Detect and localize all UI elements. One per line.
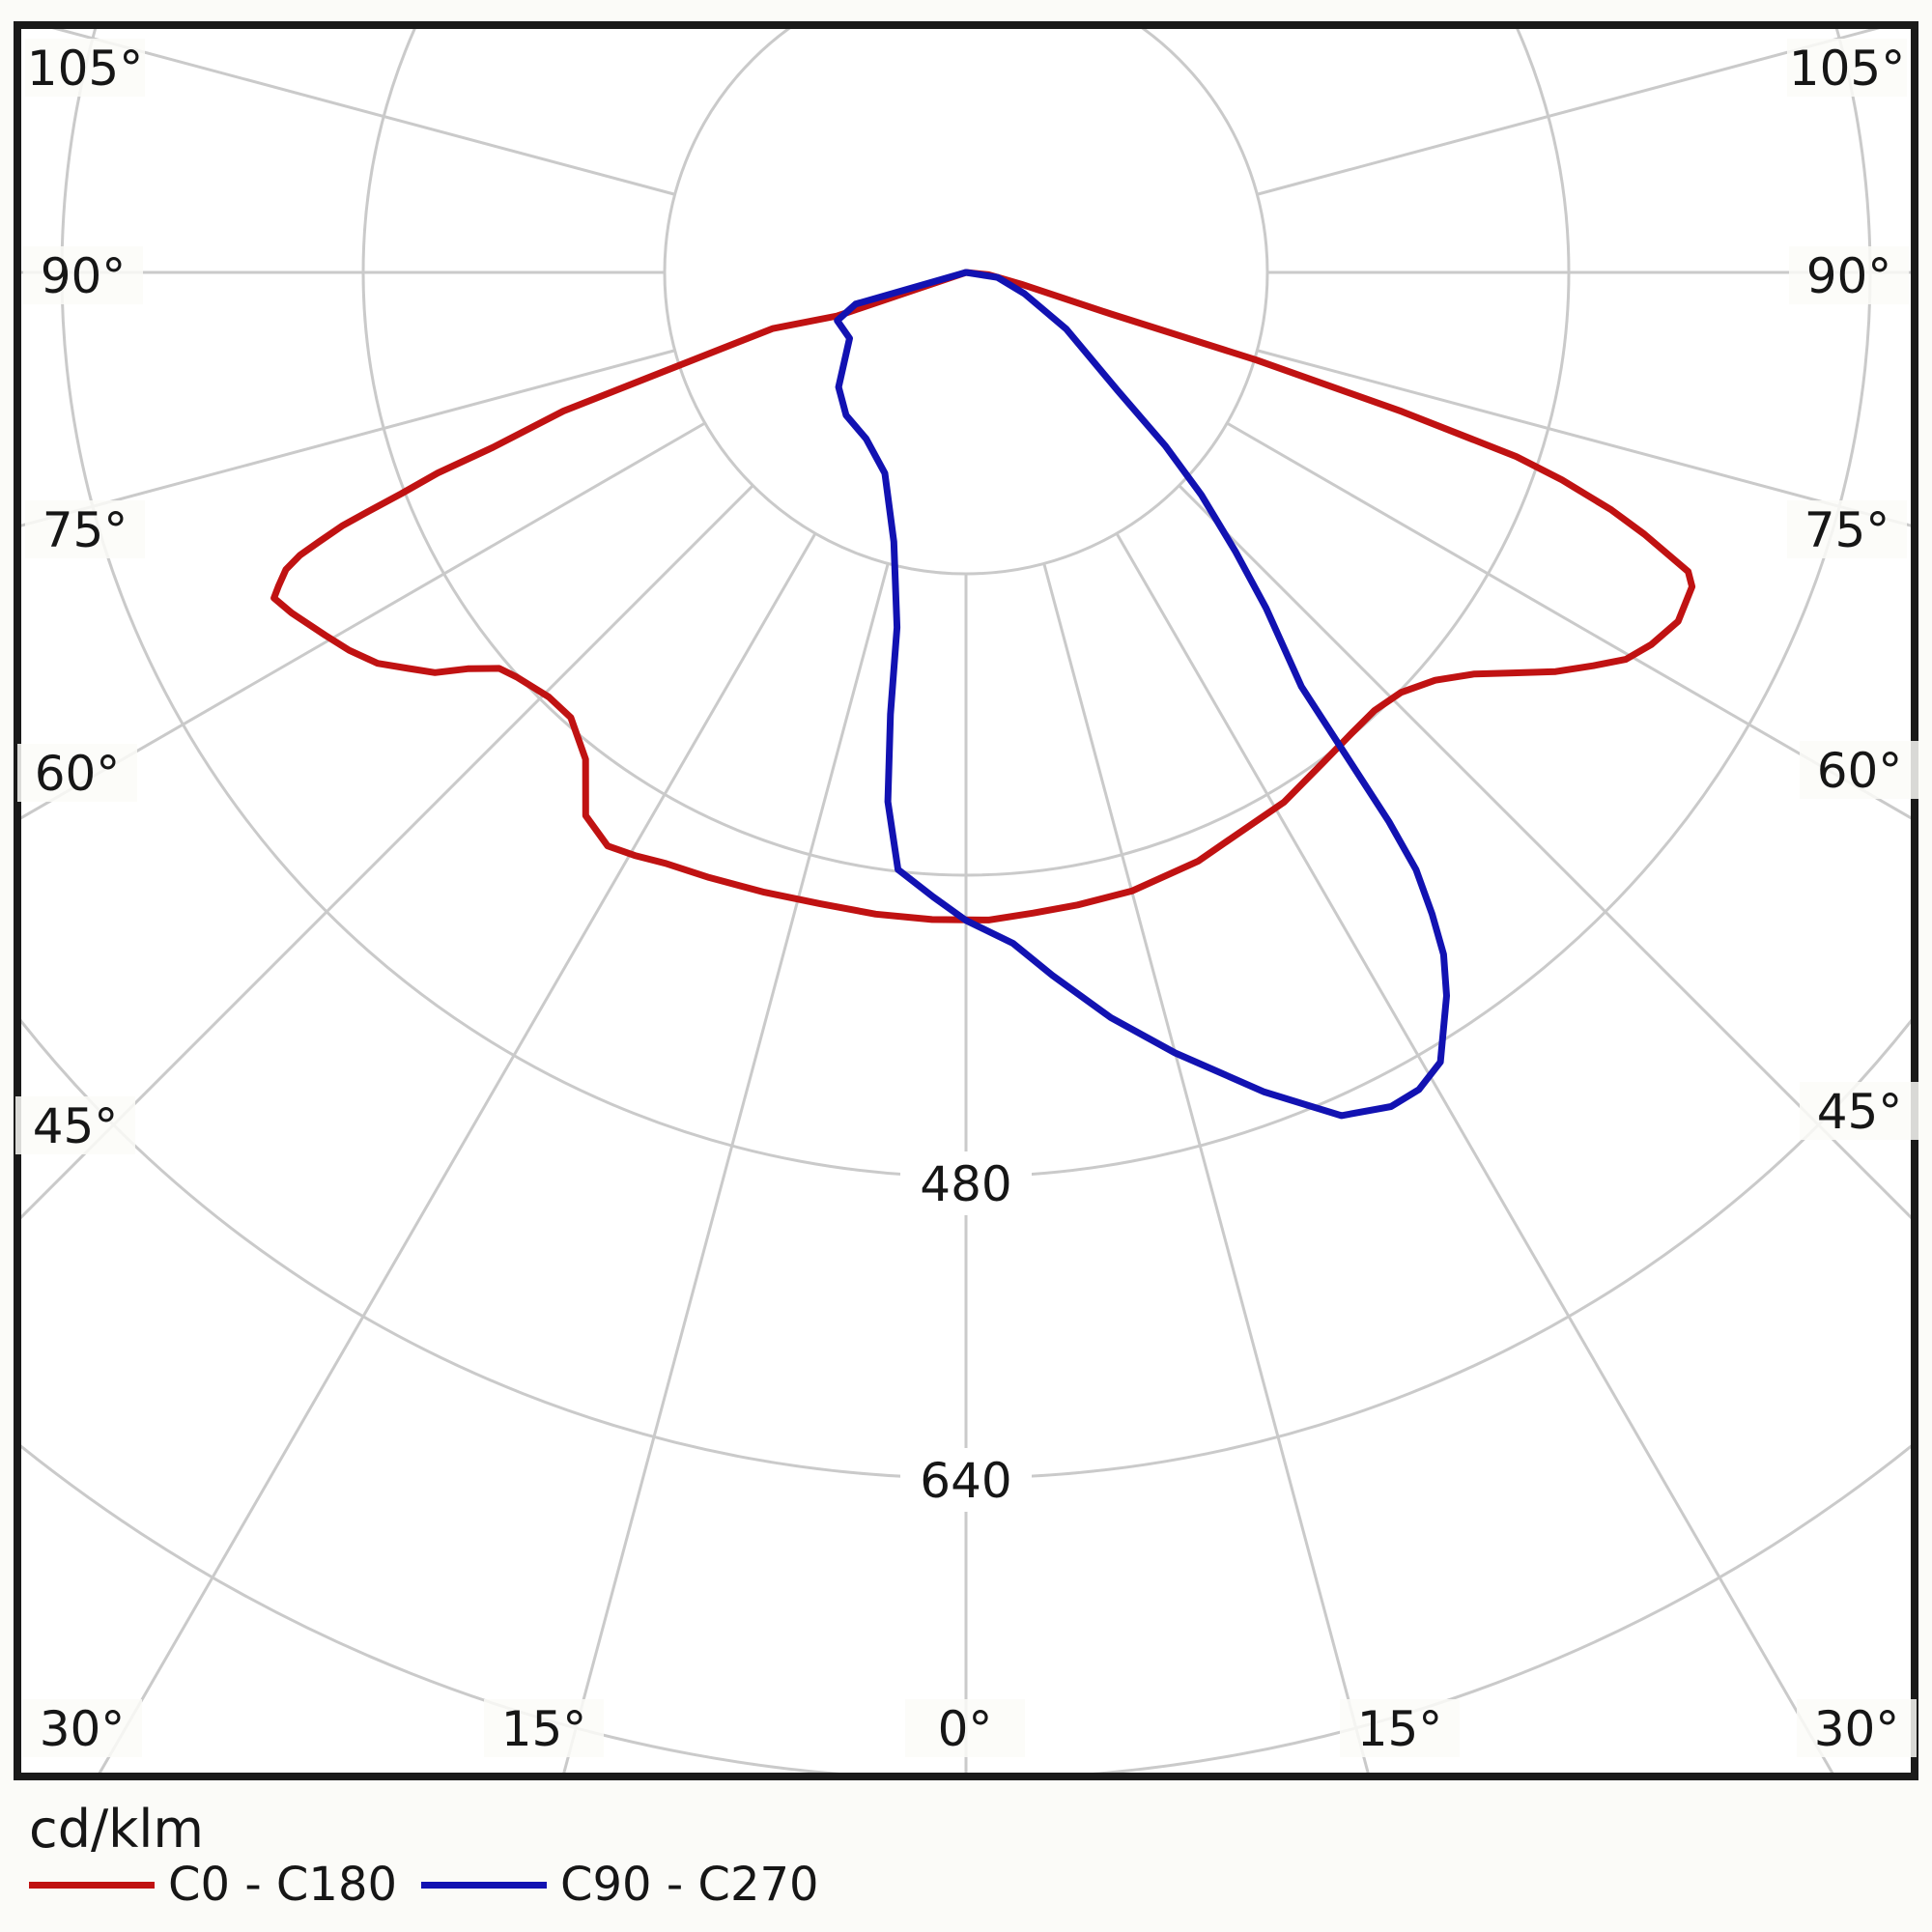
legend-item-c0-c180: C0 - C180	[29, 1851, 397, 1918]
angle-label-chip	[1787, 39, 1907, 97]
angle-label-chip	[23, 246, 143, 304]
angle-label-chip	[17, 744, 137, 802]
grid-angle-line-75	[1256, 349, 1911, 527]
grid-angle-line--75	[21, 349, 676, 527]
angle-label-chip	[905, 1699, 1025, 1757]
grid-angle-line-30	[1115, 532, 1834, 1773]
angle-label-6-15°: 15°	[501, 1701, 587, 1757]
angle-label-3-60°: 60°	[35, 746, 121, 802]
grid-angle-line-45	[1178, 484, 1911, 1220]
grid-angle-line-15	[1042, 562, 1370, 1773]
legend-label-c90-c270: C90 - C270	[560, 1858, 819, 1912]
angle-label-1-90°: 90°	[41, 248, 127, 304]
grid-angle-line--15	[562, 562, 890, 1773]
series-curves	[270, 269, 1696, 1120]
angle-label-13-90°: 90°	[1806, 248, 1892, 304]
legend: C0 - C180 C90 - C270	[29, 1851, 1188, 1918]
angle-label-14-105°: 105°	[1789, 41, 1905, 97]
angle-label-10-45°: 45°	[1817, 1084, 1903, 1140]
legend-label-c0-c180: C0 - C180	[168, 1858, 398, 1912]
angle-label-chip	[1340, 1699, 1460, 1757]
legend-line-red-swatch	[29, 1881, 155, 1889]
ring-label-480: 480	[920, 1156, 1011, 1212]
grid-angle-line--60	[21, 421, 706, 820]
angle-label-5-30°: 30°	[40, 1701, 126, 1757]
legend-line-blue-swatch	[421, 1881, 547, 1889]
angle-label-chip	[1789, 246, 1909, 304]
angle-label-chip	[1800, 1082, 1919, 1140]
grid-angle-line-105	[1256, 29, 1881, 196]
angle-label-7-0°: 0°	[938, 1701, 993, 1757]
angle-label-chip	[1787, 500, 1907, 558]
angle-label-chip	[22, 1699, 142, 1757]
angle-label-12-75°: 75°	[1804, 502, 1890, 558]
curve-c0-c180	[270, 269, 1696, 923]
angle-label-4-45°: 45°	[33, 1098, 119, 1154]
angle-label-chip	[484, 1699, 604, 1757]
angle-label-chip	[15, 1096, 135, 1154]
angle-label-chip	[1800, 741, 1919, 799]
angle-label-8-15°: 15°	[1357, 1701, 1443, 1757]
units-label: cd/klm	[29, 1799, 205, 1860]
legend-item-c90-c270: C90 - C270	[421, 1851, 819, 1918]
grid-angle-line-60	[1226, 421, 1911, 820]
grid-angle-line--45	[21, 484, 754, 1220]
angle-label-chip	[25, 500, 145, 558]
angle-label-2-75°: 75°	[43, 502, 128, 558]
ring-label-chip-640	[900, 1448, 1032, 1512]
angle-label-11-60°: 60°	[1817, 743, 1903, 799]
grid-angle-line--105	[51, 29, 676, 196]
angle-label-0-105°: 105°	[27, 41, 143, 97]
ring-label-chip-480	[900, 1151, 1032, 1215]
curve-c90-c270	[834, 269, 1450, 1120]
angle-label-chip	[25, 39, 145, 97]
angle-label-9-30°: 30°	[1814, 1701, 1900, 1757]
ring-label-640: 640	[920, 1453, 1011, 1509]
angle-label-chip	[1797, 1699, 1917, 1757]
